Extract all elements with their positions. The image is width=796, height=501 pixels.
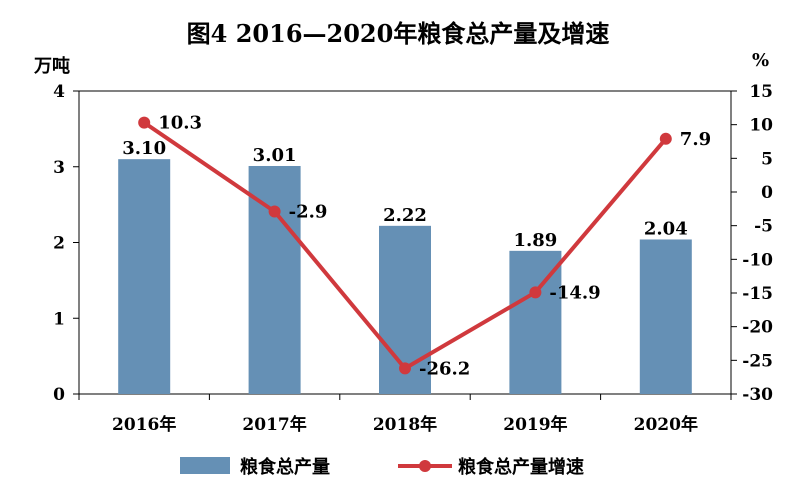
line-value-label: 7.9 (680, 129, 711, 150)
right-axis-unit: % (752, 50, 769, 71)
right-tick-label: 10 (749, 116, 773, 136)
right-tick-label: -15 (742, 284, 773, 304)
line-point (659, 132, 672, 145)
x-tick-label: 2019年 (503, 414, 567, 435)
legend-bar-swatch (180, 457, 230, 474)
bar-value-label: 2.22 (383, 205, 427, 226)
right-tick-label: -5 (754, 217, 773, 237)
bar (248, 165, 301, 394)
line-point (399, 362, 411, 375)
left-tick-label: 2 (53, 234, 65, 254)
bar-series: 3.10 3.01 2.22 1.89 2.04 (118, 138, 692, 394)
bar (118, 159, 171, 394)
legend: 粮食总产量 粮食总产量增速 (180, 456, 584, 478)
line-point (138, 116, 151, 129)
right-tick-label: 5 (761, 149, 773, 169)
line-value-label: -14.9 (549, 282, 600, 303)
left-tick-label: 3 (53, 158, 65, 178)
right-tick-label: -25 (742, 351, 773, 371)
line-point (529, 286, 542, 299)
line-value-label: 10.3 (158, 113, 202, 134)
x-tick-label: 2018年 (373, 414, 437, 435)
bar (639, 239, 692, 394)
bar-value-label: 3.01 (253, 145, 297, 166)
bar-value-label: 3.10 (122, 138, 166, 159)
right-tick-label: 15 (749, 82, 773, 102)
bar-value-label: 1.89 (513, 230, 557, 251)
chart-title: 图4 2016—2020年粮食总产量及增速 (187, 19, 610, 48)
right-tick-label: 0 (761, 183, 773, 203)
line-value-label: -2.9 (289, 202, 328, 223)
left-axis-unit: 万吨 (33, 55, 70, 77)
left-tick-label: 4 (53, 82, 65, 102)
line-value-label: -26.2 (419, 358, 470, 379)
left-tick-label: 1 (53, 309, 65, 329)
left-axis: 0 1 2 3 4 (53, 82, 79, 405)
x-axis: 2016年 2017年 2018年 2019年 2020年 (78, 394, 732, 435)
x-tick-label: 2017年 (242, 414, 306, 435)
bar-value-label: 2.04 (644, 218, 688, 239)
x-tick-label: 2016年 (112, 414, 176, 435)
right-tick-label: -20 (742, 318, 773, 338)
legend-line-marker (419, 460, 431, 472)
right-axis: 15 10 5 0 -5 -10 -15 -20 -25 -30 (731, 82, 773, 405)
legend-line-label: 粮食总产量增速 (458, 456, 584, 478)
right-tick-label: -30 (742, 385, 773, 405)
right-tick-label: -10 (742, 250, 773, 270)
line-point (268, 205, 281, 218)
line-series: 10.3 -2.9 -26.2 -14.9 7.9 (138, 113, 711, 379)
x-tick-label: 2020年 (634, 414, 698, 435)
left-tick-label: 0 (53, 385, 65, 405)
legend-bar-label: 粮食总产量 (240, 456, 330, 478)
